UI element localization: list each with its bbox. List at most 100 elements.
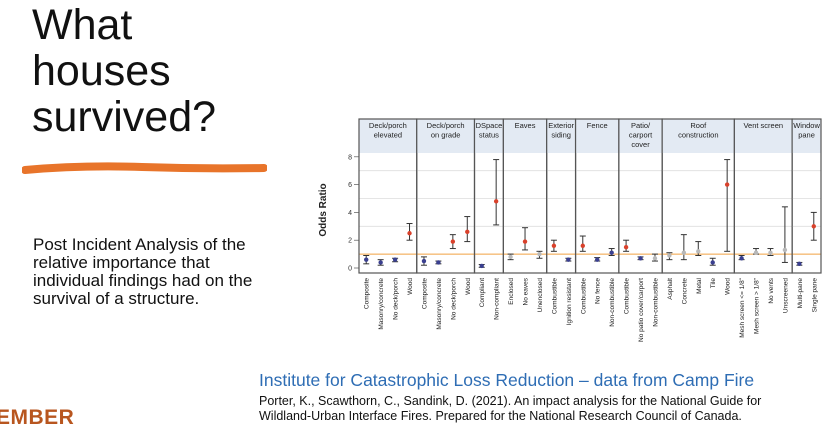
panel-header-bg (546, 119, 576, 153)
x-tick-label: Unenclosed (537, 278, 544, 313)
panel-title: status (479, 131, 499, 140)
slide-body-text: Post Incident Analysis of the relative i… (33, 235, 253, 308)
data-point (768, 250, 773, 255)
x-tick-label: Non-combustible (609, 278, 616, 327)
data-point (479, 263, 484, 269)
panel-title: pane (798, 131, 815, 140)
y-tick-label: 4 (348, 210, 352, 217)
panel-header-bg (575, 119, 619, 153)
panel-header-bg (734, 119, 793, 153)
x-tick-label: Metal (696, 277, 703, 293)
citation: Porter, K., Scawthorn, C., Sandink, D. (… (259, 394, 761, 424)
y-tick-label: 0 (348, 266, 352, 273)
data-point (364, 257, 369, 262)
data-point (551, 243, 557, 248)
data-point (811, 224, 816, 229)
data-point (681, 250, 687, 255)
x-tick-label: Mesh screen <= 1/8" (739, 277, 746, 337)
data-point (595, 257, 600, 262)
panel-title: Deck/porch (369, 121, 407, 130)
y-tick-label: 6 (348, 182, 352, 189)
data-point (739, 256, 744, 261)
panel-title: Patio/ (631, 121, 651, 130)
x-tick-label: Non-compliant (494, 278, 501, 320)
x-tick-label: Enclosed (508, 278, 515, 305)
x-tick-label: Ignition resistant (566, 278, 573, 326)
x-tick-label: Combustible (551, 278, 558, 315)
data-point (667, 253, 672, 258)
y-tick-label: 2 (348, 238, 352, 245)
data-point (421, 258, 427, 264)
ember-logo: EMBER (0, 406, 75, 429)
panel-title: Window (793, 121, 820, 130)
data-point (436, 260, 441, 265)
x-tick-label: Non-combustible (652, 278, 659, 327)
chart-panel: Eaves Enclosed No eaves Unenclosed (502, 118, 548, 313)
data-point (537, 251, 542, 257)
x-tick-label: Composite (364, 278, 371, 309)
data-point (392, 257, 398, 262)
x-tick-label: Wood (465, 278, 472, 295)
slide-title: What houses survived? (32, 2, 216, 140)
panel-title: Vent screen (743, 121, 783, 130)
chart-panel: Fence Combustible No fence Non-combustible (574, 118, 620, 327)
data-point (450, 239, 456, 244)
data-point (652, 256, 658, 261)
y-tick-label: 8 (348, 154, 352, 161)
x-tick-label: Concrete (681, 278, 688, 305)
panel-header-bg (474, 119, 504, 153)
panel-border (791, 118, 822, 274)
odds-ratio-chart: Odds Ratio02468Deck/porchelevatedComposi… (318, 118, 822, 342)
panel-header-bg (416, 119, 475, 153)
x-tick-label: Masonry/concrete (436, 278, 443, 330)
x-tick-label: Combustible (580, 278, 587, 315)
data-point (407, 231, 412, 236)
panel-header-bg (618, 119, 663, 153)
panel-title: Deck/porch (427, 121, 465, 130)
data-point (465, 229, 470, 235)
data-point (580, 243, 585, 248)
panel-title: cover (631, 140, 650, 149)
data-point (724, 182, 730, 187)
x-tick-label: Multi-pane (797, 278, 804, 309)
x-tick-label: Wood (725, 278, 732, 295)
citation-line: Porter, K., Scawthorn, C., Sandink, D. (… (259, 394, 762, 408)
data-point (696, 249, 701, 254)
panel-header-bg (503, 119, 547, 153)
panel-title: on grade (431, 131, 461, 140)
x-tick-label: No deck/porch (393, 278, 400, 320)
data-point (710, 260, 715, 265)
panel-title: Exterior (548, 121, 574, 130)
source-title: Institute for Catastrophic Loss Reductio… (259, 370, 755, 390)
data-point (378, 260, 383, 265)
x-tick-label: No patio cover/carport (638, 278, 645, 342)
x-tick-label: Combustible (624, 278, 631, 315)
data-point (753, 250, 759, 255)
x-tick-label: Wood (407, 278, 414, 295)
title-line: What (32, 1, 133, 49)
x-tick-label: Single pane (811, 278, 818, 313)
orange-brush-stroke (22, 162, 267, 174)
title-line: houses (32, 47, 171, 95)
panel-title: DSpace (476, 121, 503, 130)
y-axis-label: Odds Ratio (318, 183, 329, 236)
x-tick-label: Asphalt (667, 278, 674, 300)
data-point (797, 261, 802, 267)
panel-title: Roof (690, 121, 707, 130)
x-tick-label: Tile (710, 278, 717, 289)
title-line: survived? (32, 93, 217, 141)
x-tick-label: Compliant (479, 278, 486, 307)
panel-header-bg (662, 119, 735, 153)
panel-title: elevated (374, 131, 402, 140)
data-point (638, 256, 643, 261)
panel-title: siding (551, 131, 571, 140)
data-point (782, 247, 788, 253)
panel-header-bg (359, 119, 417, 153)
panel-title: carport (629, 131, 653, 140)
